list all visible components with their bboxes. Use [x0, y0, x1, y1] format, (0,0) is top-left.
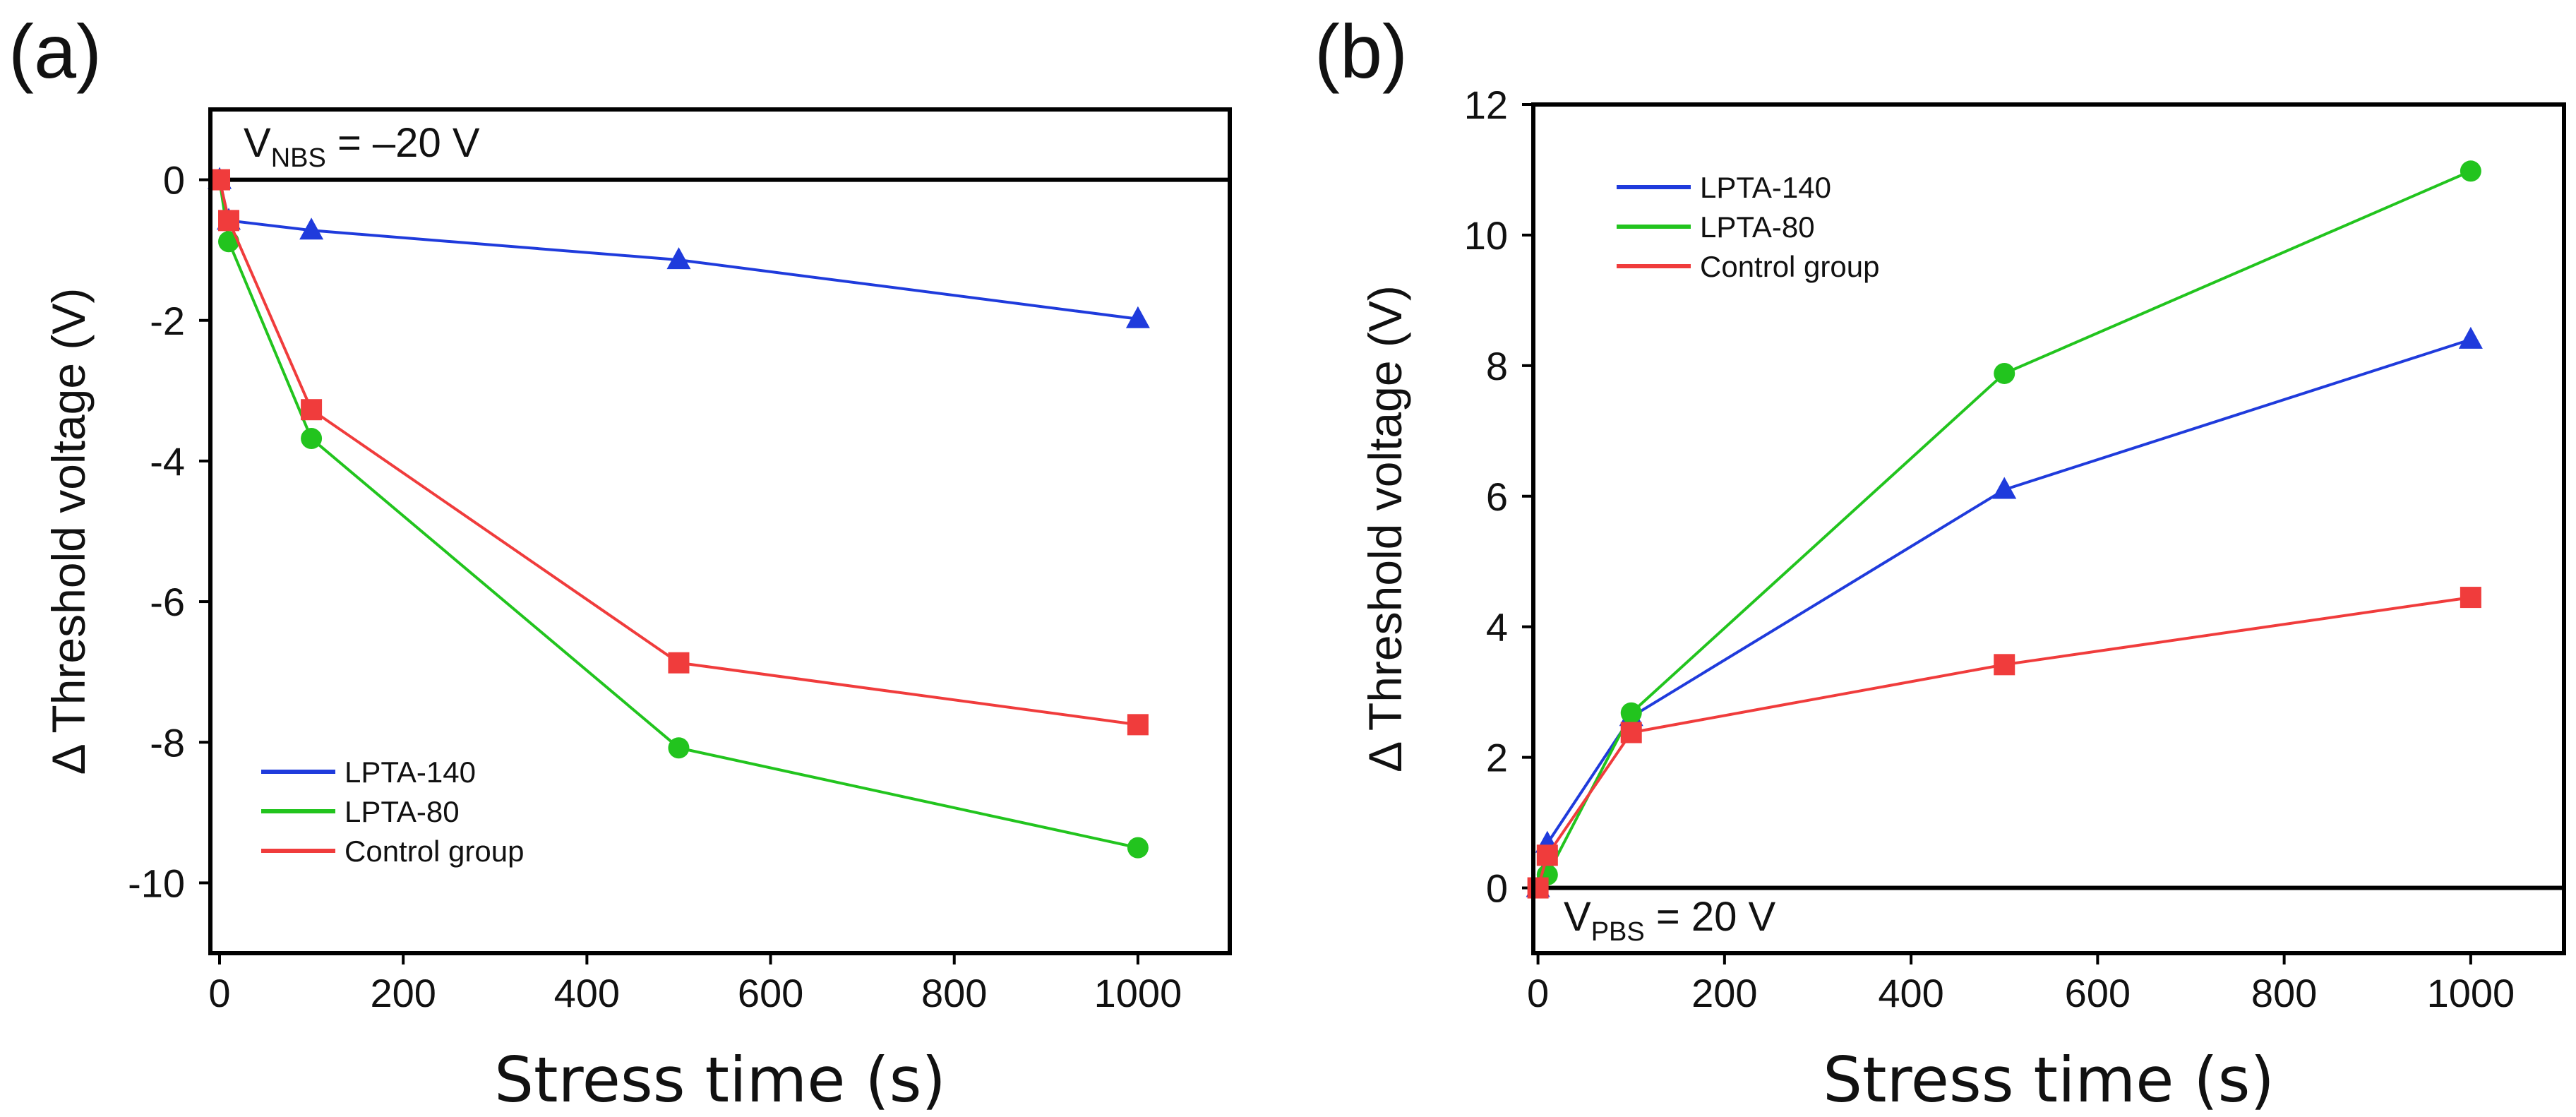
series-line [1536, 169, 2472, 889]
data-point-marker [668, 737, 690, 759]
data-point-marker [218, 231, 240, 253]
data-point-marker [301, 399, 323, 421]
legend-label: LPTA-140 [345, 755, 476, 789]
data-point-marker [209, 169, 231, 191]
legend-label: Control group [1700, 250, 1879, 283]
x-axis-label: Stress time (s) [1823, 1044, 2275, 1116]
y-tick-label: 10 [1464, 213, 1508, 258]
series-lpta-80 [1527, 160, 2481, 899]
y-tick-label: 12 [1464, 83, 1508, 127]
y-tick-label: -10 [128, 861, 185, 905]
y-tick-label: 8 [1486, 344, 1508, 388]
y-tick-label: -2 [150, 299, 185, 343]
chart-panel-b: (b) 0 200 400 600 800 1000 0 2 4 6 8 10 12 Stress time… [1314, 8, 2566, 1116]
x-tick-label: 400 [554, 971, 620, 1015]
legend-label: LPTA-140 [1700, 171, 1831, 204]
y-tick-label: 0 [163, 158, 185, 203]
x-tick-label: 400 [1878, 971, 1943, 1015]
x-tick-label: 600 [738, 971, 803, 1015]
y-axis-label: Δ Threshold voltage (V) [42, 288, 95, 775]
stress-voltage-annotation: VPBS = 20 V [1564, 894, 1775, 947]
x-tick-label: 1000 [1094, 971, 1182, 1015]
x-tick-label: 800 [921, 971, 987, 1015]
x-tick-label: 800 [2251, 971, 2317, 1015]
series-line [1536, 338, 2472, 888]
data-point-marker [668, 652, 690, 674]
legend-label: Control group [345, 835, 524, 868]
x-tick-label: 0 [1527, 971, 1549, 1015]
plot-frame [208, 107, 1232, 955]
legend: LPTA-140 LPTA-80 Control group [1617, 171, 1879, 283]
x-axis-label: Stress time (s) [494, 1044, 946, 1116]
annotation-symbol: V [1564, 894, 1591, 940]
data-point-marker [218, 210, 240, 232]
annotation-subscript: PBS [1591, 917, 1645, 947]
data-point-marker [2460, 587, 2481, 609]
y-axis-label: Δ Threshold voltage (V) [1359, 285, 1411, 772]
series-control-group [1527, 587, 2481, 899]
data-point-marker [2460, 160, 2481, 182]
data-point-marker [1527, 877, 1549, 899]
stress-voltage-annotation: VNBS = –20 V [244, 120, 480, 173]
chart-panel-a: (a) 0 200 400 600 800 1000 -10 -8 -6 -4 -2 0 Stress t… [8, 8, 1232, 1116]
legend-label: LPTA-80 [345, 795, 460, 828]
data-point-marker [1536, 844, 1558, 866]
y-tick-label: 6 [1486, 474, 1508, 519]
data-point-marker [1620, 702, 1642, 724]
data-point-marker [1994, 362, 2015, 384]
series-lpta-140 [208, 167, 1150, 328]
panel-label: (b) [1314, 8, 1408, 94]
x-tick-label: 200 [370, 971, 436, 1015]
x-tick-label: 1000 [2427, 971, 2515, 1015]
annotation-symbol: V [244, 120, 271, 166]
x-tick-label: 200 [1691, 971, 1757, 1015]
data-point-marker [1127, 837, 1149, 859]
annotation-subscript: NBS [271, 143, 326, 173]
data-point-marker [1127, 714, 1149, 736]
y-tick-label: 2 [1486, 736, 1508, 780]
y-tick-label: -8 [150, 720, 185, 765]
y-tick-label: 0 [1486, 866, 1508, 911]
data-point-marker [301, 428, 323, 450]
plot-frame [1531, 102, 2566, 955]
y-tick-label: -6 [150, 580, 185, 624]
x-tick-label: 0 [208, 971, 230, 1015]
data-point-marker [1992, 477, 2017, 499]
y-tick-label: 4 [1486, 605, 1508, 650]
data-point-marker [1620, 722, 1642, 743]
annotation-value: = –20 V [326, 120, 480, 166]
data-point-marker [299, 217, 324, 240]
data-point-marker [1994, 654, 2015, 676]
series-lpta-140 [1526, 326, 2483, 897]
legend: LPTA-140 LPTA-80 Control group [261, 755, 524, 868]
legend-label: LPTA-80 [1700, 210, 1815, 244]
series-line [1536, 596, 2472, 889]
data-point-marker [666, 247, 691, 270]
series-control-group [209, 169, 1149, 736]
y-tick-label: -4 [150, 439, 185, 484]
x-tick-label: 600 [2065, 971, 2131, 1015]
data-point-marker [2458, 326, 2483, 349]
annotation-value: = 20 V [1645, 894, 1776, 940]
panel-label: (a) [8, 8, 102, 94]
data-point-marker [1125, 306, 1150, 328]
